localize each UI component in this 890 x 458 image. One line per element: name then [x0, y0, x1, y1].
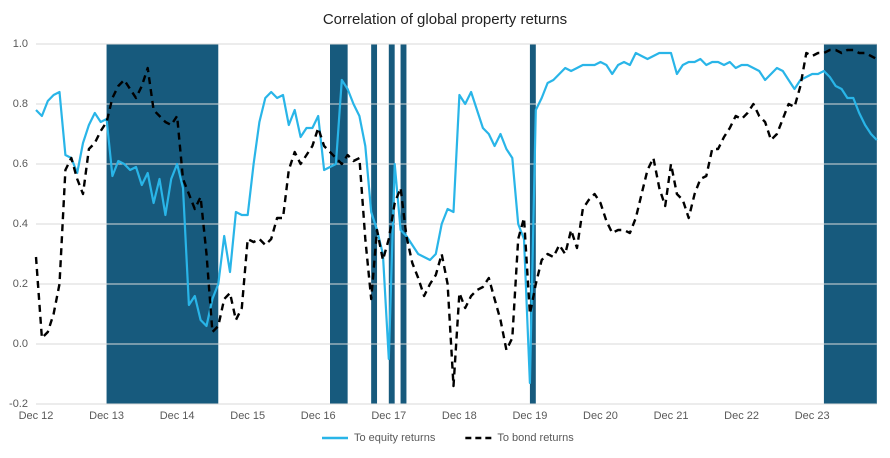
x-tick-label: Dec 14	[160, 410, 195, 422]
y-tick-label: 0.4	[13, 218, 28, 230]
series-line	[34, 48, 878, 388]
x-tick-label: Dec 16	[301, 410, 336, 422]
x-tick-label: Dec 21	[654, 410, 689, 422]
y-tick-label: 0.6	[13, 158, 28, 170]
x-tick-label: Dec 20	[583, 410, 618, 422]
x-tick-label: Dec 15	[230, 410, 265, 422]
legend-label: To bond returns	[497, 432, 574, 444]
y-tick-label: 0.8	[13, 98, 28, 110]
x-tick-label: Dec 12	[19, 410, 54, 422]
y-tick-label: 0.0	[13, 338, 28, 350]
series-line	[35, 51, 878, 385]
chart-title: Correlation of global property returns	[323, 11, 567, 28]
x-tick-label: Dec 18	[442, 410, 477, 422]
y-tick-label: 1.0	[13, 38, 28, 50]
x-tick-label: Dec 13	[89, 410, 124, 422]
x-tick-label: Dec 22	[724, 410, 759, 422]
x-tick-label: Dec 17	[371, 410, 406, 422]
y-tick-label: -0.2	[9, 398, 28, 410]
y-tick-label: 0.2	[13, 278, 28, 290]
x-tick-label: Dec 23	[795, 410, 830, 422]
legend-label: To equity returns	[354, 432, 436, 444]
x-tick-label: Dec 19	[512, 410, 547, 422]
